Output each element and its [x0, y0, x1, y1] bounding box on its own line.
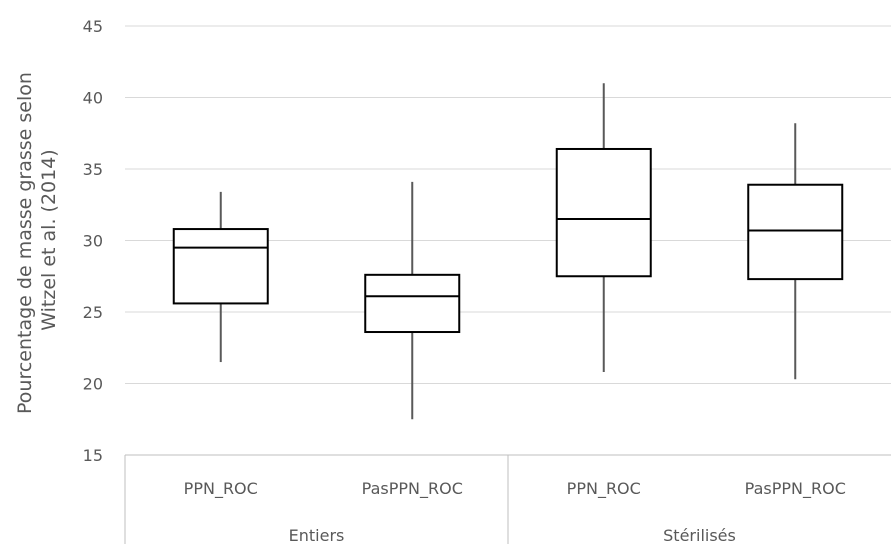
y-tick-label: 25 — [83, 303, 103, 322]
y-axis-title-line-2: Witzel et al. (2014) — [38, 149, 60, 330]
y-tick-label: 40 — [83, 89, 103, 108]
category-label: PasPPN_ROC — [745, 479, 846, 499]
y-axis-title: Pourcentage de masse grasse selon Witzel… — [14, 66, 60, 414]
y-tick-label: 35 — [83, 160, 103, 179]
y-tick-label: 30 — [83, 232, 103, 251]
category-label: PPN_ROC — [184, 479, 258, 499]
y-tick-label: 15 — [83, 446, 103, 465]
category-labels: PPN_ROC PasPPN_ROC PPN_ROC PasPPN_ROC — [184, 479, 846, 499]
box-iqr — [747, 183, 844, 281]
box-iqr — [172, 228, 269, 305]
y-tick-label: 45 — [83, 17, 103, 36]
y-axis-title-line-1: Pourcentage de masse grasse selon — [14, 72, 36, 414]
box-iqr — [555, 147, 652, 278]
group-label: Entiers — [289, 526, 345, 544]
group-labels: Entiers Stérilisés — [289, 526, 736, 544]
axes — [124, 454, 891, 544]
y-tick-label: 20 — [83, 375, 103, 394]
box-2 — [364, 181, 461, 420]
box-iqr — [364, 273, 461, 334]
category-label: PPN_ROC — [567, 479, 641, 499]
box-4 — [747, 123, 844, 380]
box-3 — [555, 83, 652, 373]
boxes — [172, 83, 844, 420]
box-1 — [172, 191, 269, 363]
category-label: PasPPN_ROC — [362, 479, 463, 499]
y-axis-tick-labels: 15 20 25 30 35 40 45 — [83, 17, 103, 465]
group-label: Stérilisés — [663, 526, 736, 544]
